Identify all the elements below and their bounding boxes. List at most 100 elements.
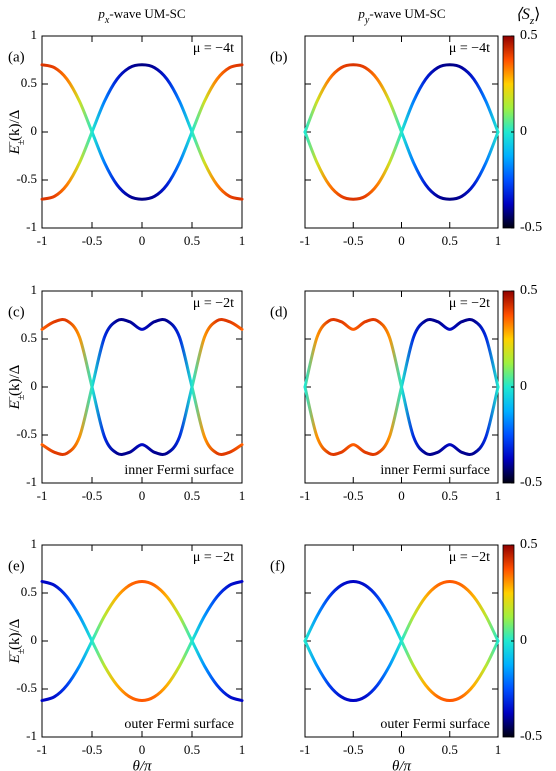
data-line [40, 579, 244, 703]
x-tick-label: -0.5 [82, 488, 103, 503]
x-tick-label: -1 [37, 233, 48, 248]
colorbar-label: ⟨Sz⟩ [516, 6, 541, 27]
colorbar-tick-label: 0.5 [520, 28, 538, 43]
y-axis-label-part: (k)/Δ [7, 618, 23, 650]
x-tick-label: -1 [37, 488, 48, 503]
annotation: μ = −2t [449, 296, 490, 311]
annotation: μ = −2t [193, 550, 234, 565]
y-axis-label-part: ± [16, 394, 27, 400]
annotation: outer Fermi surface [124, 717, 234, 732]
y-axis-label-part: E [7, 400, 23, 410]
y-axis-label-part: E [7, 654, 23, 664]
y-tick-label: 1 [31, 27, 38, 42]
annotation: μ = −4t [193, 41, 234, 56]
x-tick-label: 0 [139, 488, 146, 503]
column-title: py-wave UM-SC [357, 6, 445, 26]
data-line [303, 579, 500, 703]
y-axis-label-part: − [5, 141, 16, 147]
y-axis-label-part: ± [16, 139, 27, 145]
panel-label: (a) [8, 49, 25, 65]
x-axis-label: θ/π [132, 758, 152, 771]
panel-label: (e) [8, 558, 25, 574]
x-tick-label: -1 [300, 233, 311, 248]
panel-label: (d) [270, 304, 288, 320]
y-tick-label: 0.5 [21, 584, 37, 599]
x-tick-label: 0.5 [442, 488, 458, 503]
x-tick-label: 0 [398, 742, 405, 757]
panel-label: (f) [270, 558, 285, 574]
panel-label: (b) [270, 49, 288, 65]
x-tick-label: 1 [239, 488, 246, 503]
y-axis-label: E±−(k)/Δ [5, 618, 27, 664]
annotation: inner Fermi surface [124, 463, 234, 478]
y-tick-label: 0 [31, 378, 38, 393]
y-axis-label-part: E [7, 145, 23, 155]
y-tick-label: 1 [31, 536, 38, 551]
x-tick-label: -1 [300, 488, 311, 503]
x-axis-label: θ/π [392, 758, 412, 771]
colorbar-tick-label: 0 [520, 633, 527, 648]
colorbar-tick-label: 0 [520, 379, 527, 394]
y-tick-label: -0.5 [16, 426, 37, 441]
data-line [303, 63, 500, 201]
x-tick-label: -1 [37, 742, 48, 757]
annotation: μ = −4t [449, 41, 490, 56]
y-tick-label: -0.5 [16, 680, 37, 695]
y-axis-label-part: (k)/Δ [7, 109, 23, 141]
annotation: inner Fermi surface [380, 463, 490, 478]
y-tick-label: -1 [26, 219, 37, 234]
colorbar-tick-label: 0.5 [520, 283, 538, 298]
annotation: outer Fermi surface [380, 717, 490, 732]
x-tick-label: -0.5 [343, 488, 364, 503]
x-tick-label: 0 [398, 233, 405, 248]
plot-frame [41, 290, 243, 484]
y-tick-label: -1 [26, 474, 37, 489]
x-tick-label: 0 [139, 233, 146, 248]
x-tick-label: 0.5 [184, 233, 200, 248]
y-axis-label-part: − [5, 396, 16, 402]
x-tick-label: 0.5 [184, 742, 200, 757]
column-title: px-wave UM-SC [97, 6, 185, 26]
x-tick-label: -0.5 [343, 233, 364, 248]
annotation: μ = −2t [193, 296, 234, 311]
colorbar-tick-label: 0.5 [520, 537, 538, 552]
y-axis-label-part: − [5, 650, 16, 656]
x-tick-label: 1 [495, 742, 502, 757]
colorbar-tick-label: 0 [520, 124, 527, 139]
x-tick-label: 0.5 [442, 742, 458, 757]
data-line [40, 318, 244, 456]
y-tick-label: 1 [31, 282, 38, 297]
x-tick-label: -0.5 [343, 742, 364, 757]
y-axis-label: E±−(k)/Δ [5, 364, 27, 410]
data-line [40, 579, 244, 703]
colorbar-tick-label: -0.5 [520, 729, 542, 744]
x-tick-label: 1 [495, 488, 502, 503]
x-tick-label: 0.5 [184, 488, 200, 503]
data-line [40, 63, 244, 201]
x-tick-label: 0.5 [442, 233, 458, 248]
plot-frame [41, 544, 243, 738]
data-line [303, 318, 500, 456]
x-tick-label: -1 [300, 742, 311, 757]
y-tick-label: 0.5 [21, 330, 37, 345]
data-line [40, 318, 244, 456]
y-tick-label: -1 [26, 728, 37, 743]
x-tick-label: 0 [139, 742, 146, 757]
x-tick-label: 1 [239, 742, 246, 757]
y-tick-label: -0.5 [16, 171, 37, 186]
y-axis-label: E±−(k)/Δ [5, 109, 27, 155]
y-tick-label: 0 [31, 123, 38, 138]
x-tick-label: 0 [398, 488, 405, 503]
x-tick-label: -0.5 [82, 742, 103, 757]
y-tick-label: 0.5 [21, 75, 37, 90]
colorbar-tick-label: -0.5 [520, 220, 542, 235]
y-tick-label: 0 [31, 632, 38, 647]
y-axis-label-part: (k)/Δ [7, 364, 23, 396]
x-tick-label: 1 [495, 233, 502, 248]
x-tick-label: 1 [239, 233, 246, 248]
panel-label: (c) [8, 304, 25, 320]
x-tick-label: -0.5 [82, 233, 103, 248]
colorbar-tick-label: -0.5 [520, 475, 542, 490]
data-line [40, 63, 244, 201]
